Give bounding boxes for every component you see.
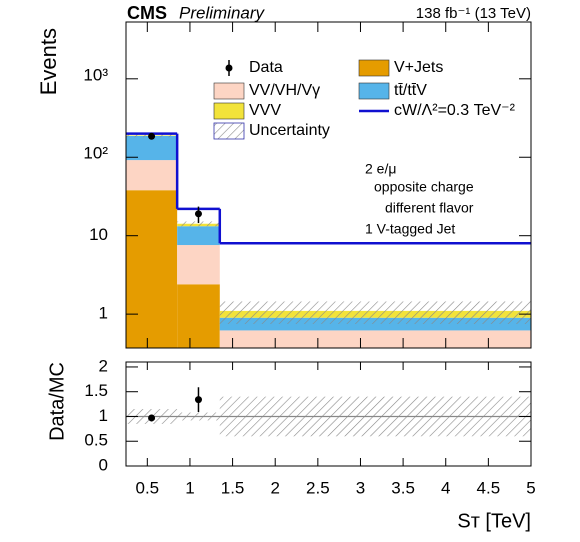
x-tick-label: 3.5 bbox=[391, 478, 415, 497]
uncertainty-band bbox=[219, 301, 531, 324]
experiment: CMS bbox=[127, 3, 167, 23]
data-point bbox=[148, 414, 156, 422]
stack-segment bbox=[126, 135, 178, 161]
legend-label: VVV bbox=[249, 102, 281, 119]
y-tick-label: 0 bbox=[99, 455, 108, 474]
ratio-area bbox=[126, 396, 531, 437]
x-tick-label: 2 bbox=[270, 478, 279, 497]
legend-label: cW/Λ²=0.3 TeV⁻² bbox=[394, 102, 516, 119]
legend-swatch bbox=[358, 59, 390, 77]
x-tick-label: 0.5 bbox=[135, 478, 159, 497]
legend-swatch bbox=[213, 102, 245, 120]
stack-segment bbox=[177, 245, 220, 285]
y-tick-label: 0.5 bbox=[84, 431, 108, 450]
legend-swatch bbox=[358, 82, 390, 100]
x-tick-label: 1.5 bbox=[221, 478, 245, 497]
y-tick-label: 1 bbox=[99, 406, 108, 425]
y-axis-title: Events bbox=[36, 28, 61, 95]
data-point bbox=[148, 132, 156, 140]
data-point bbox=[194, 210, 202, 218]
annotation: different flavor bbox=[385, 200, 474, 216]
y-tick-label: 1 bbox=[99, 304, 108, 323]
x-tick-label: 5 bbox=[526, 478, 535, 497]
legend-label: Data bbox=[249, 59, 283, 76]
lumi: 138 fb⁻¹ (13 TeV) bbox=[416, 5, 531, 22]
annotation: opposite charge bbox=[374, 179, 474, 195]
x-tick-label: 1 bbox=[185, 478, 194, 497]
stack-segment bbox=[126, 190, 178, 348]
stack-segment bbox=[177, 284, 220, 348]
y-tick-label: 10² bbox=[83, 144, 108, 163]
frame bbox=[125, 361, 532, 467]
legend-swatch bbox=[213, 122, 245, 140]
legend-label: Uncertainty bbox=[249, 122, 330, 139]
annotation: 2 e/μ bbox=[365, 161, 396, 177]
y-tick-label: 10 bbox=[89, 225, 108, 244]
uncertainty-band bbox=[177, 221, 220, 227]
stack-segment bbox=[177, 226, 220, 246]
stack-segment bbox=[219, 330, 531, 348]
x-tick-label: 4.5 bbox=[477, 478, 501, 497]
legend-label: VV/VH/Vγ bbox=[249, 82, 320, 99]
x-tick-label: 3 bbox=[356, 478, 365, 497]
legend-label: V+Jets bbox=[394, 59, 443, 76]
y-tick-label: 2 bbox=[99, 356, 108, 375]
frame bbox=[125, 21, 532, 349]
x-axis-title: Sᴛ [TeV] bbox=[457, 510, 531, 532]
stack-segment bbox=[126, 160, 178, 191]
x-tick-label: 2.5 bbox=[306, 478, 330, 497]
legend-marker bbox=[225, 64, 233, 72]
ratio-y-axis-title: Data/MC bbox=[46, 362, 68, 441]
legend-swatch bbox=[213, 82, 245, 100]
y-tick-label: 10³ bbox=[83, 65, 108, 84]
y-tick-label: 1.5 bbox=[84, 381, 108, 400]
status: Preliminary bbox=[179, 3, 266, 22]
annotation: 1 V-tagged Jet bbox=[365, 221, 455, 237]
legend-label: tt̄/tt̄V bbox=[394, 82, 427, 99]
data-point bbox=[194, 396, 202, 404]
x-tick-label: 4 bbox=[441, 478, 450, 497]
plot-area bbox=[126, 132, 531, 348]
